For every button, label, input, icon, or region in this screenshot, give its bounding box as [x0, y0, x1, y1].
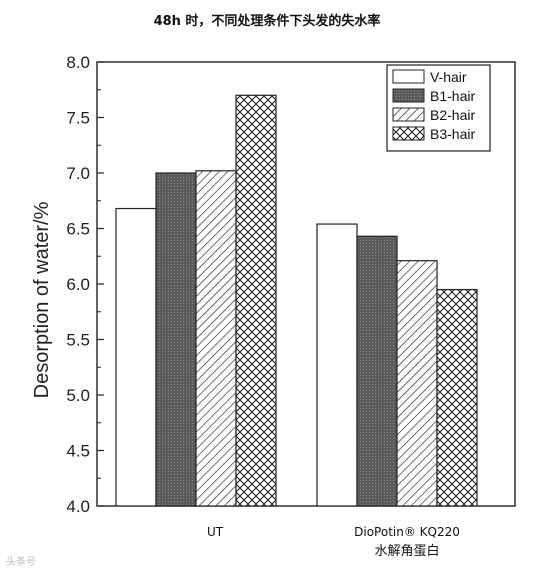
y-ticks-group: 4.0 4.5 5.0 5.5 6.0 6.5 7.0 7.5 8.0 — [66, 53, 104, 516]
bar — [235, 94, 277, 507]
y-tick-label: 4.0 — [66, 497, 90, 516]
legend-label: B2-hair — [430, 107, 475, 123]
bar — [155, 172, 197, 507]
legend-label: V-hair — [430, 69, 467, 85]
bars-group — [115, 94, 478, 507]
bar — [436, 288, 478, 507]
y-tick-label: 8.0 — [66, 53, 90, 72]
legend-swatch — [392, 88, 425, 103]
chart-title: 48h 时，不同处理条件下头发的失水率 — [153, 14, 381, 29]
legend-label: B3-hair — [430, 126, 475, 142]
y-tick-label: 7.0 — [66, 164, 90, 183]
category-sublabel: 水解角蛋白 — [374, 543, 439, 559]
legend-swatch — [392, 107, 425, 122]
category-label: UT — [207, 525, 224, 539]
y-axis-label: Desorption of water/% — [31, 201, 53, 398]
category-labels-group: UT DioPotin® KQ220 水解角蛋白 — [207, 525, 460, 559]
category-label: DioPotin® KQ220 — [354, 525, 460, 539]
legend-swatch — [392, 69, 425, 84]
y-tick-label: 6.0 — [66, 275, 90, 294]
bar — [195, 170, 237, 507]
y-tick-label: 4.5 — [66, 442, 90, 461]
y-tick-label: 5.5 — [66, 331, 90, 350]
legend-swatch — [392, 126, 425, 141]
bar — [115, 207, 157, 507]
bar — [396, 260, 438, 507]
watermark: 头条号 — [6, 557, 36, 568]
y-tick-label: 6.5 — [66, 220, 90, 239]
legend-label: B1-hair — [430, 88, 475, 104]
bar — [316, 223, 358, 507]
bar — [356, 235, 398, 507]
y-tick-label: 7.5 — [66, 109, 90, 128]
legend: V-hair B1-hair B2-hair B3-hair — [386, 64, 491, 152]
y-tick-label: 5.0 — [66, 386, 90, 405]
